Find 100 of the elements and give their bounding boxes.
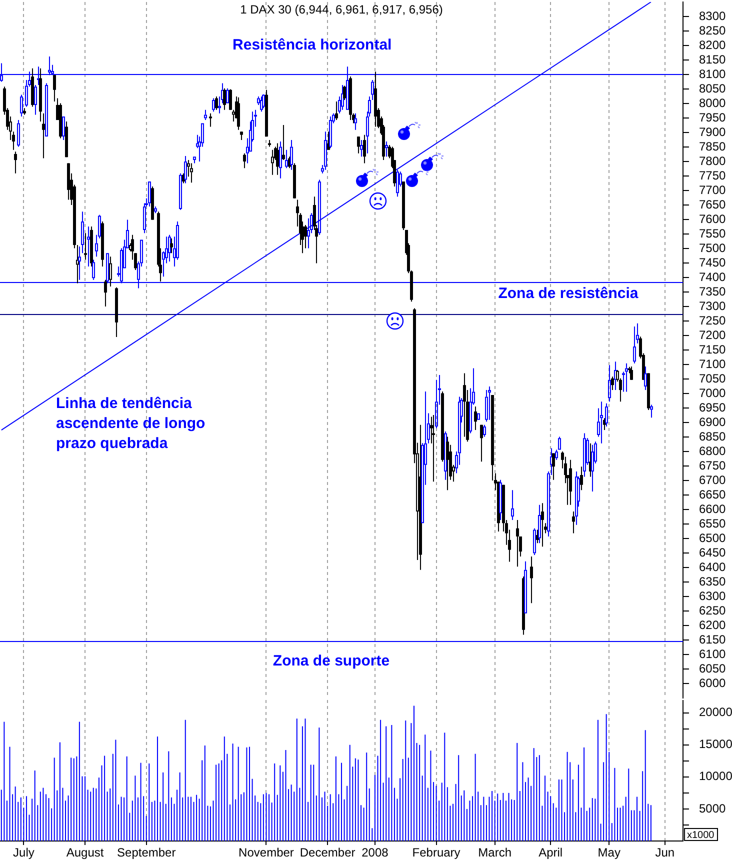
y-tick-label: 7250 — [699, 313, 726, 328]
candlestick — [600, 401, 603, 444]
y-tick-label: 6600 — [699, 502, 726, 516]
candlestick — [477, 413, 480, 420]
candlestick — [276, 142, 279, 176]
candlestick — [533, 528, 536, 556]
chart-title: 1 DAX 30 (6,944, 6,961, 6,917, 6,956) — [240, 2, 443, 16]
y-tick-label: 7450 — [699, 255, 726, 270]
candlestick — [474, 406, 477, 431]
candlestick — [329, 116, 332, 149]
y-tick-label: 6950 — [699, 400, 726, 414]
y-tick-label: 8000 — [699, 96, 726, 110]
x-tick-label: March — [478, 846, 512, 860]
x-tick-label: August — [66, 846, 104, 860]
candlestick — [237, 96, 240, 130]
candlestick — [558, 436, 561, 450]
candlestick — [432, 414, 435, 482]
candlestick — [304, 224, 307, 249]
candlestick — [81, 211, 84, 254]
candlestick — [630, 366, 633, 380]
candlestick — [34, 84, 37, 116]
x-tick-label: February — [412, 846, 460, 860]
y-tick-label: 7750 — [699, 168, 726, 182]
y-tick-label: 6150 — [699, 632, 726, 646]
candlestick — [357, 136, 360, 154]
candlestick — [572, 511, 575, 534]
y-tick-label: 7300 — [699, 298, 726, 313]
y-tick-label: 6350 — [699, 574, 726, 588]
y-tick-label: 7100 — [699, 356, 726, 371]
candlestick — [215, 96, 218, 110]
candlestick — [354, 112, 357, 130]
candlestick — [343, 85, 346, 101]
candlestick — [62, 116, 65, 141]
candlestick — [511, 490, 514, 520]
candlestick — [341, 84, 344, 110]
y-tick-label: 7200 — [699, 328, 726, 342]
candlestick — [92, 259, 95, 280]
y-tick-label: 7850 — [699, 139, 726, 154]
candlestick — [538, 504, 541, 544]
x-tick-label: September — [117, 846, 176, 860]
y-tick-label: 6650 — [699, 487, 726, 502]
y-tick-label: 6000 — [699, 676, 726, 690]
y-tick-label: 8300 — [699, 8, 726, 23]
candlestick — [524, 560, 527, 614]
y-tick-label: 7950 — [699, 110, 726, 124]
candlestick — [84, 232, 87, 260]
candlestick — [282, 124, 285, 161]
candlestick — [611, 376, 614, 391]
candlestick — [271, 149, 274, 176]
candlestick — [129, 242, 132, 252]
y-tick-label: 7400 — [699, 270, 726, 284]
y-tick-label: 7350 — [699, 284, 726, 298]
candlestick — [633, 326, 636, 364]
candlestick — [371, 80, 374, 101]
y-tick-label: 7550 — [699, 226, 726, 240]
y-tick-label: 6250 — [699, 603, 726, 618]
y-tick-label: 10000 — [699, 769, 732, 784]
y-tick-label: 8150 — [699, 52, 726, 66]
ref-line-label: Resistência horizontal — [232, 36, 392, 54]
candlestick — [608, 364, 611, 402]
y-tick-label: 6800 — [699, 444, 726, 458]
y-tick-label: 5000 — [699, 801, 726, 816]
candlestick — [480, 424, 483, 462]
candlestick — [530, 556, 533, 604]
y-tick-label: 6500 — [699, 530, 726, 545]
candlestick — [179, 172, 182, 210]
y-tick-label: 7000 — [699, 386, 726, 400]
y-tick-label: 7800 — [699, 154, 726, 168]
candlestick — [324, 131, 327, 170]
y-tick-label: 6100 — [699, 646, 726, 661]
candlestick — [279, 140, 282, 179]
y-tick-label: 8200 — [699, 38, 726, 52]
candlestick — [226, 88, 229, 104]
candlestick — [243, 152, 246, 169]
candlestick — [87, 226, 90, 267]
candlestick — [229, 88, 232, 110]
y-tick-label: 6450 — [699, 545, 726, 560]
candlestick — [580, 466, 583, 491]
x-tick-label: 2008 — [362, 846, 389, 860]
candlestick — [20, 94, 23, 118]
candlestick — [148, 182, 151, 207]
y-tick-label: 6850 — [699, 429, 726, 444]
y-tick-label: 6750 — [699, 458, 726, 472]
candlestick — [184, 155, 187, 184]
candlestick — [625, 362, 628, 392]
candlestick — [168, 234, 171, 262]
y-tick-label: 8100 — [699, 66, 726, 81]
candlestick — [591, 444, 594, 492]
candlestick — [605, 402, 608, 428]
y-tick-label: 7900 — [699, 124, 726, 139]
ref-line-label: Zona de resistência — [498, 284, 639, 302]
y-tick-label: 7700 — [699, 182, 726, 197]
candlestick — [78, 246, 81, 280]
candlestick — [541, 502, 544, 548]
candlestick — [209, 112, 212, 128]
x-tick-label: April — [538, 846, 563, 860]
candlestick — [488, 386, 491, 420]
candlestick — [555, 449, 558, 460]
y-tick-label: 6550 — [699, 516, 726, 530]
y-tick-label: 20000 — [699, 705, 732, 720]
